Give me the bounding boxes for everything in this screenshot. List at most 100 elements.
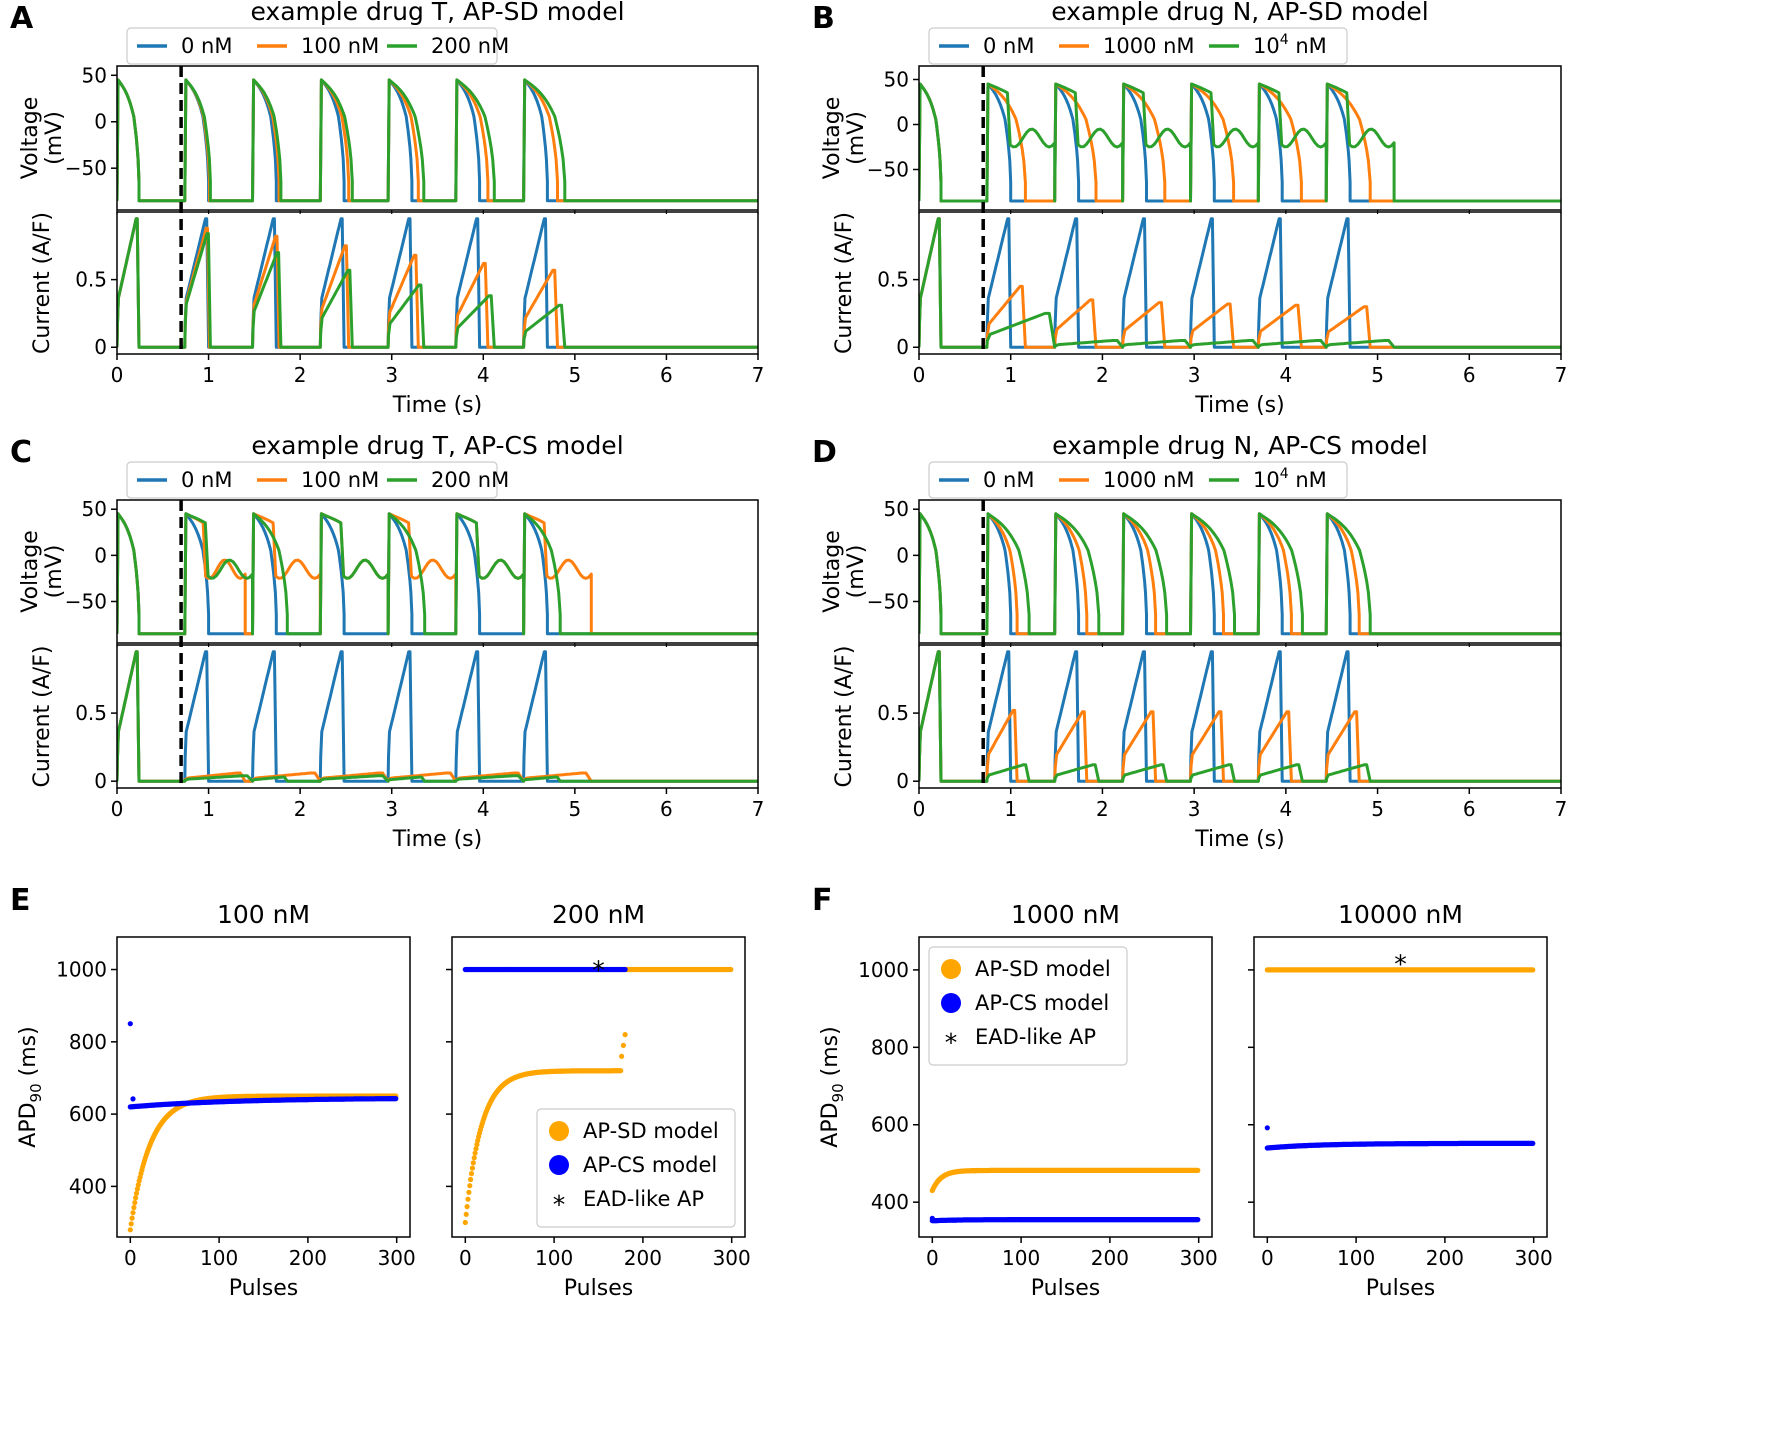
xtick-label: 3 [1188,363,1201,387]
xtick-label: 100 [535,1246,573,1270]
xtick-label: 100 [200,1246,238,1270]
xtick-label: 4 [477,363,490,387]
legend-label-2: 200 nM [431,34,509,58]
panel-label-D: D [812,435,837,470]
ylabel-sub: 90 [829,1083,847,1102]
ytick-label: 0 [896,769,909,793]
current-traces [919,217,1561,349]
y-axis-label-current: Current (A/F) [832,212,857,354]
panel-label-B: B [812,1,835,36]
ytick-label: 0 [896,113,909,137]
legend-label-0: 0 nM [983,468,1034,492]
legend-label-1: 1000 nM [1103,468,1195,492]
axes-frame [918,936,1213,1238]
voltage-traces [919,82,1561,203]
legend-label: AP-SD model [975,957,1111,981]
legend-box [126,461,498,499]
voltage-axes [918,65,1562,211]
xtick-label: 6 [1463,797,1476,821]
ytick-label: 1000 [858,958,909,982]
subplot-0: 100 nM 0 100 200 300 400 600 800 1000 Pulses APD90… [16,900,416,1301]
panel-label-E: E [10,883,31,918]
xtick-label: 1 [1004,363,1017,387]
legend-label-1: 100 nM [301,468,379,492]
panel-label-C: C [10,435,32,470]
series-sd [1264,967,1536,973]
xtick-label: 4 [477,797,490,821]
xtick-label: 7 [1555,797,1568,821]
ylabel-sub: 90 [27,1083,45,1102]
xtick-label: 0 [459,1246,472,1270]
y-axis-label-voltage: Voltage(mV) [820,97,869,180]
y-axis-label-voltage: Voltage(mV) [18,530,67,613]
data-point [128,1221,134,1227]
xtick-label: 100 [1337,1246,1375,1270]
ytick-label: 600 [871,1113,909,1137]
data-point [472,1150,478,1156]
y-axis-label: APD90 (ms) [818,1026,847,1147]
legend-label: AP-SD model [583,1119,719,1143]
legend-box [928,27,1348,65]
voltage-line-0 [117,512,758,636]
ytick-label: 800 [871,1035,909,1059]
ytick-label: 0 [896,335,909,359]
xtick-label: 7 [752,363,765,387]
ytick-label: 50 [82,63,107,87]
xtick-label: 200 [1091,1246,1129,1270]
xtick-label: 1 [202,797,215,821]
legend-label: AP-CS model [583,1153,717,1177]
legend-label-1: 100 nM [301,34,379,58]
y-axis-label-current: Current (A/F) [30,646,55,788]
legend-marker [549,1155,569,1175]
ylabel-line: (mV) [42,545,67,599]
data-point [1195,1217,1201,1223]
data-point [132,1200,138,1206]
xtick-label: 6 [1463,363,1476,387]
current-axes [116,211,759,355]
data-point [130,1210,136,1216]
xtick-label: 0 [926,1246,939,1270]
legend-label-2: 104 nM [1253,32,1327,58]
y-axis-label-current: Current (A/F) [832,646,857,788]
ytick-label: 0 [94,335,107,359]
data-point [127,1021,133,1027]
xtick-label: 2 [1096,363,1109,387]
legend-label: EAD-like AP [583,1187,704,1211]
ytick-label: 0 [94,543,107,567]
current-traces [117,650,758,783]
ylabel-line: (mV) [42,111,67,165]
ylabel-line: (mV) [844,111,869,165]
legend-label-0: 0 nM [181,468,232,492]
series-sd [462,966,734,1226]
current-line-1 [117,650,758,783]
ytick-label: 0 [896,543,909,567]
data-point [467,1183,473,1189]
data-point [133,1190,140,1196]
subplot-title: 200 nM [552,900,645,929]
data-point [728,966,734,973]
xtick-label: 200 [624,1246,662,1270]
xtick-label: 200 [1426,1246,1464,1270]
legend-box [928,461,1348,499]
ytick-label: 400 [69,1174,107,1198]
data-point [129,1215,135,1221]
voltage-axes [116,499,759,644]
voltage-line-1 [919,82,1561,203]
xtick-label: 300 [1180,1246,1218,1270]
axes-frame [451,936,746,1238]
xtick-label: 1 [202,363,215,387]
data-point [468,1171,475,1177]
current-line-2 [117,217,758,349]
voltage-line-2 [117,512,758,636]
chart-title: example drug T, AP-CS model [251,431,623,460]
subplot-title: 100 nM [217,900,310,929]
data-point [1195,1167,1201,1173]
legend-exp: 4 [1280,32,1289,48]
xtick-label: 300 [378,1246,416,1270]
y-axis-label-voltage: Voltage(mV) [18,97,67,180]
xtick-label: 4 [1279,363,1292,387]
panel-E: E 100 nM0 100 200 3004006008001000PulsesAPD9… [10,883,751,1301]
